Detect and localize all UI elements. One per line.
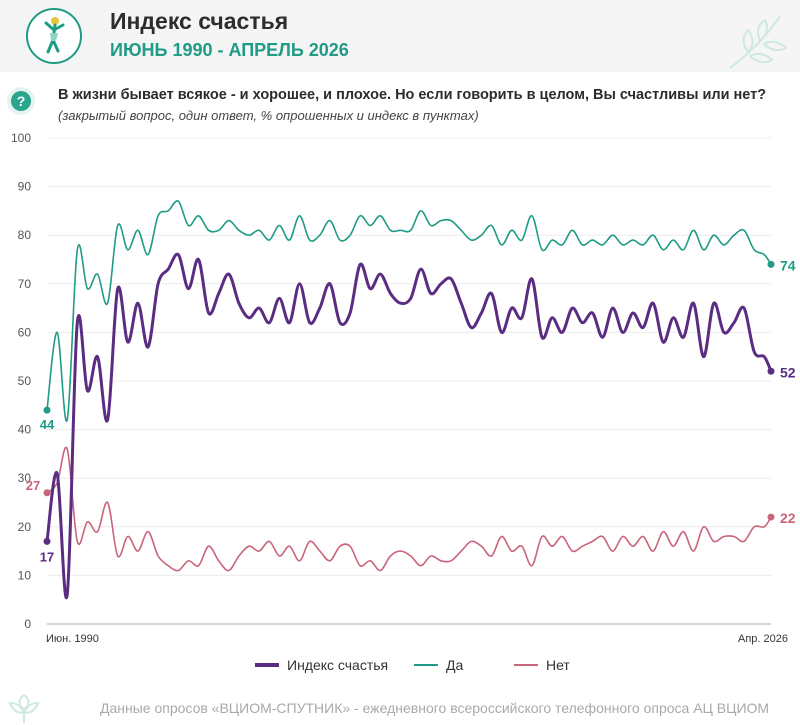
- y-tick-label: 100: [11, 131, 31, 145]
- end-point-index: [767, 367, 775, 375]
- page-subtitle: ИЮНЬ 1990 - АПРЕЛЬ 2026: [110, 40, 349, 60]
- source-footer: Данные опросов «ВЦИОМ-СПУТНИК» - ежеднев…: [100, 700, 770, 716]
- start-point-yes: [43, 406, 51, 414]
- y-tick-label: 90: [18, 180, 32, 194]
- question-text: В жизни бывает всякое - и хорошее, и пло…: [58, 87, 767, 103]
- series-line-index: [45, 252, 773, 600]
- y-tick-label: 60: [18, 325, 32, 339]
- line-chart: 0 10 20 30 40 50 60 70 80 90 100 Июн. 1990 Апр. 2026…: [11, 131, 796, 645]
- series-line-no: [46, 446, 772, 572]
- legend-label-index: Индекс счастья: [287, 657, 389, 673]
- end-label-index: 52: [780, 364, 796, 380]
- y-tick-label: 0: [24, 617, 31, 631]
- dancing-person-icon: [26, 8, 82, 64]
- page-title: Индекс счастья: [110, 8, 289, 34]
- end-label-yes: 74: [780, 257, 796, 273]
- question-mark-icon: ?: [7, 87, 35, 115]
- leaf-icon: [729, 15, 788, 69]
- start-label-yes: 44: [40, 417, 55, 432]
- end-point-yes: [767, 260, 775, 268]
- y-tick-label: 70: [18, 277, 32, 291]
- svg-text:?: ?: [17, 93, 26, 109]
- y-tick-label: 50: [18, 374, 32, 388]
- end-point-no: [767, 513, 775, 521]
- end-label-no: 22: [780, 510, 796, 526]
- legend-item-no: Нет: [514, 657, 570, 673]
- y-tick-label: 40: [18, 423, 32, 437]
- x-tick-label: Июн. 1990: [46, 633, 99, 645]
- flower-icon: [8, 693, 40, 723]
- series-line-yes: [46, 200, 772, 422]
- y-tick-label: 30: [18, 471, 32, 485]
- legend-label-no: Нет: [546, 657, 570, 673]
- header: Индекс счастья ИЮНЬ 1990 - АПРЕЛЬ 2026: [0, 0, 800, 72]
- start-label-no: 27: [26, 478, 40, 493]
- start-label-index: 17: [40, 549, 54, 564]
- legend-item-yes: Да: [414, 657, 463, 673]
- legend: Индекс счастья Да Нет: [0, 657, 800, 677]
- legend-item-index: Индекс счастья: [255, 657, 388, 673]
- y-tick-label: 80: [18, 228, 32, 242]
- start-point-no: [43, 489, 51, 497]
- x-tick-label: Апр. 2026: [738, 633, 788, 645]
- y-tick-label: 20: [18, 520, 32, 534]
- start-point-index: [43, 537, 51, 545]
- question-note: (закрытый вопрос, один ответ, % опрошенн…: [58, 108, 479, 123]
- legend-label-yes: Да: [446, 657, 464, 673]
- y-tick-label: 10: [18, 568, 32, 582]
